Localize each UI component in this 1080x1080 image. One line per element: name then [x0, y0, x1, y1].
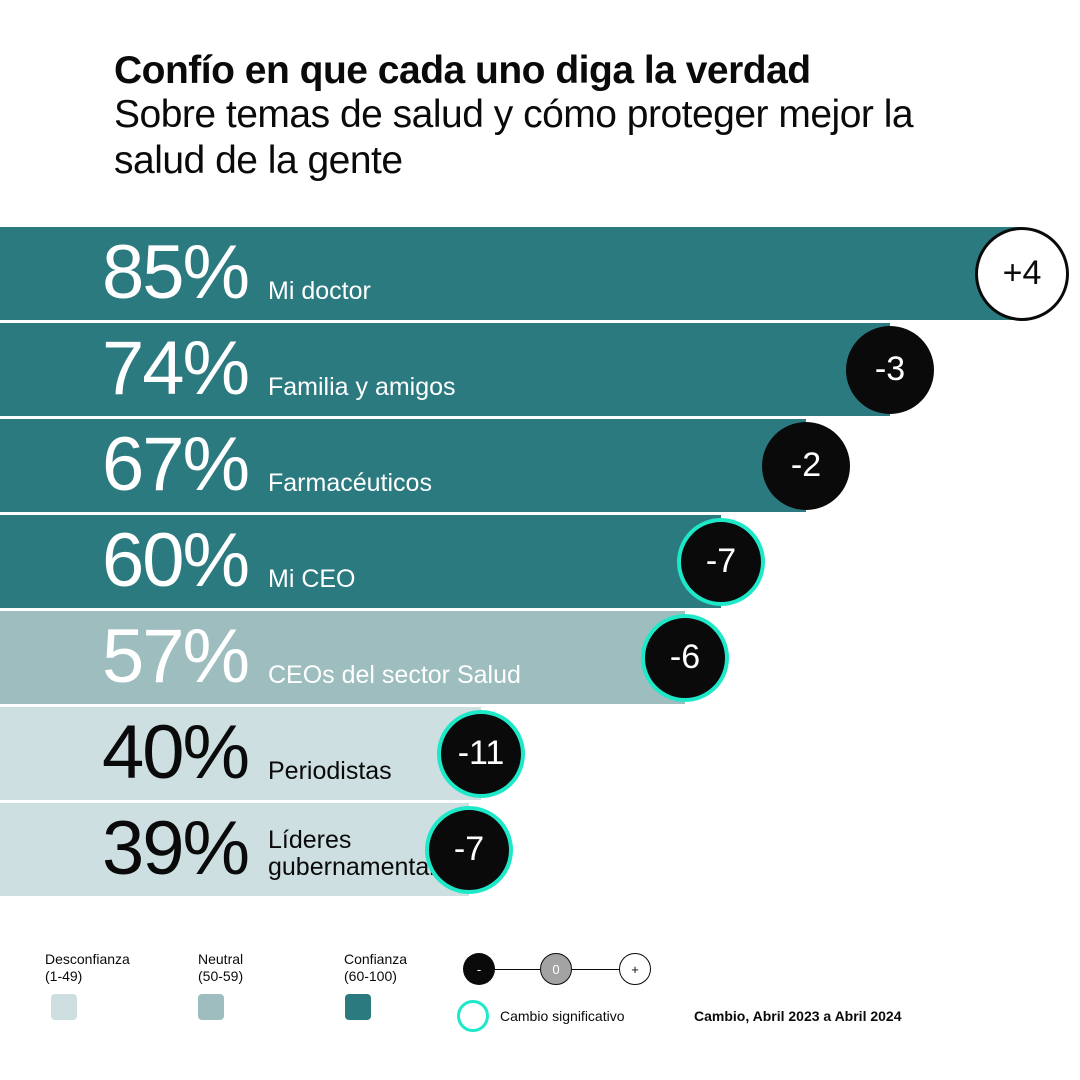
chart-subtitle: Sobre temas de salud y cómo proteger mej…	[114, 93, 914, 182]
bar-category-label: Periodistas	[268, 757, 392, 785]
title-block: Confío en que cada uno diga la verdad So…	[114, 50, 1014, 184]
bar: 85% Mi doctor	[0, 227, 1022, 320]
bar: 40% Periodistas	[0, 707, 481, 800]
change-bubble: -2	[762, 421, 850, 510]
legend-plus-circle: +	[619, 953, 651, 985]
bar-category-label: Familia y amigos	[268, 373, 456, 401]
legend-trust-label: Confianza (60-100)	[344, 951, 408, 984]
legend-scale-line	[480, 969, 635, 970]
legend-distrust-swatch	[51, 994, 77, 1020]
legend-significant-label: Cambio significativo	[500, 1008, 625, 1024]
bar-category-label: Farmacéuticos	[268, 469, 432, 497]
bar-category-label: Mi doctor	[268, 277, 371, 305]
legend-trust-swatch	[345, 994, 371, 1020]
legend-minus-circle: -	[463, 953, 495, 985]
bar: 39% Líderes gubernamentales	[0, 803, 469, 896]
bar: 60% Mi CEO	[0, 515, 721, 608]
bar-value-label: 85%	[102, 230, 250, 315]
bar-value-label: 74%	[102, 326, 250, 411]
legend-period-label: Cambio, Abril 2023 a Abril 2024	[694, 1008, 902, 1024]
bar: 67% Farmacéuticos	[0, 419, 806, 512]
bar: 74% Familia y amigos	[0, 323, 890, 416]
change-bubble: -11	[437, 709, 525, 798]
bar-category-label: CEOs del sector Salud	[268, 661, 521, 689]
legend-significant-circle	[457, 1000, 489, 1032]
bar-value-label: 67%	[102, 422, 250, 507]
legend-neutral-swatch	[198, 994, 224, 1020]
bar: 57% CEOs del sector Salud	[0, 611, 685, 704]
bar-category-label: Líderes gubernamentales	[268, 826, 462, 881]
bar-value-label: 60%	[102, 518, 250, 603]
bar-value-label: 39%	[102, 806, 250, 891]
change-bubble: +4	[975, 226, 1069, 321]
bar-value-label: 57%	[102, 614, 250, 699]
legend-zero-circle: 0	[540, 953, 572, 985]
change-bubble: -7	[425, 805, 513, 894]
bar-value-label: 40%	[102, 710, 250, 795]
change-bubble: -6	[641, 613, 729, 702]
bar-category-label: Mi CEO	[268, 565, 356, 593]
legend-neutral-label: Neutral (50-59)	[198, 951, 244, 984]
change-bubble: -7	[677, 517, 765, 606]
legend-distrust-label: Desconfianza (1-49)	[45, 951, 130, 984]
chart-title: Confío en que cada uno diga la verdad	[114, 49, 811, 92]
change-bubble: -3	[846, 325, 934, 414]
